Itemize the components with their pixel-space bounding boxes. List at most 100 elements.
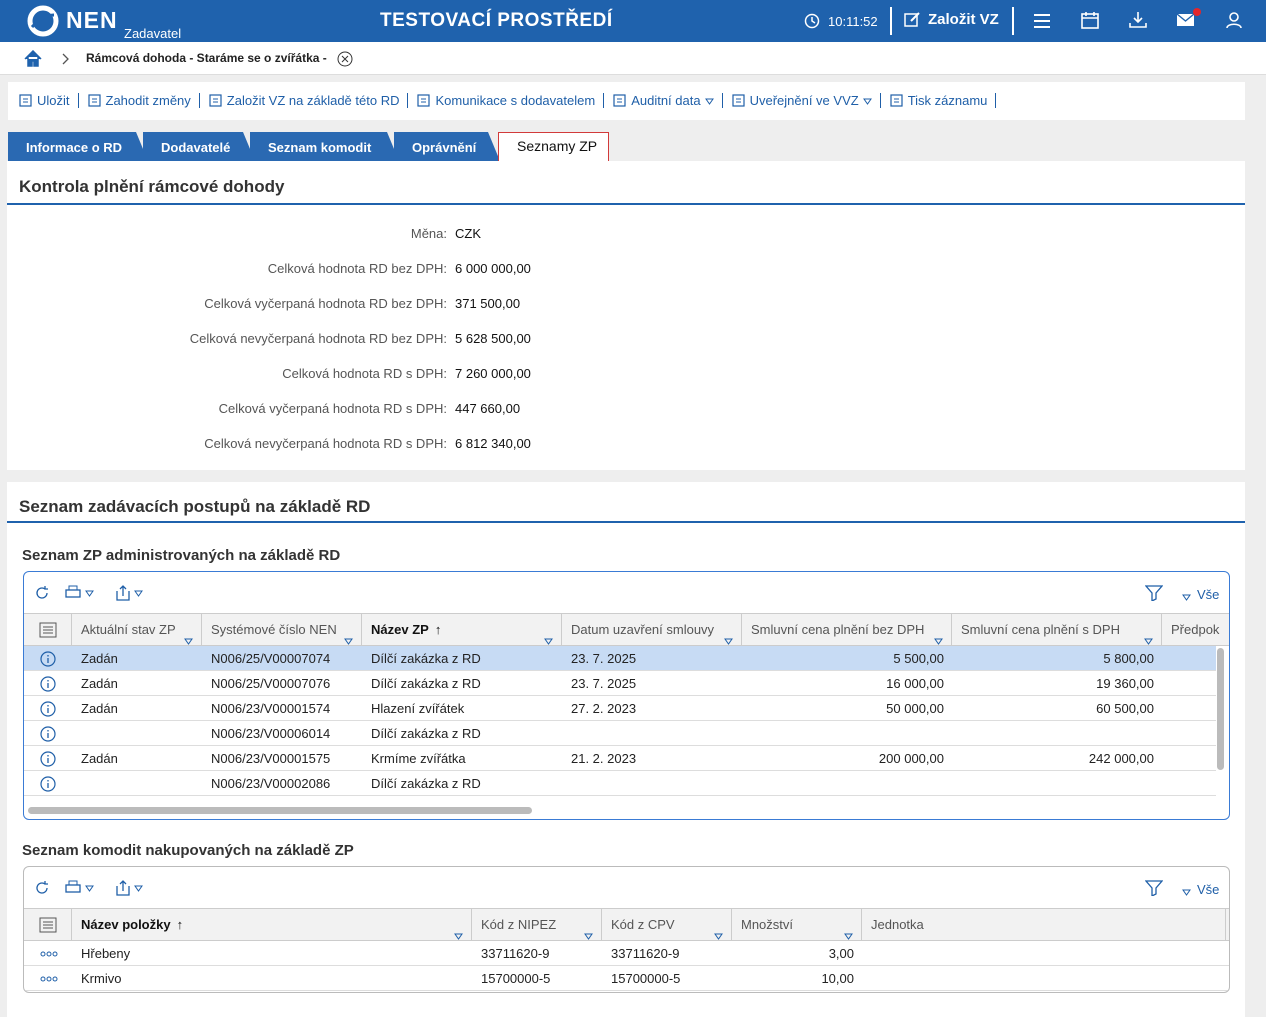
toolbar-icon <box>416 93 431 108</box>
tab[interactable]: Seznam komodit <box>250 132 399 161</box>
column-menu-svg <box>344 638 353 645</box>
column-menu <box>584 920 593 940</box>
column-header-label: Název ZP <box>371 622 429 637</box>
grid-cell: 60 500,00 <box>1096 701 1154 716</box>
toolbar-button[interactable]: Komunikace s dodavatelem <box>408 93 605 108</box>
grid-cell: 19 360,00 <box>1096 676 1154 691</box>
grid-cell: 16 000,00 <box>886 676 944 691</box>
column-header[interactable]: Aktuální stav ZP <box>72 614 202 645</box>
grid-row[interactable]: Zadán N006/25/V00007076 Dílčí zakázka z RD… <box>24 671 1216 696</box>
grid-row[interactable]: Krmivo 15700000-5 15700000-5 10,00 <box>24 966 1229 991</box>
tab[interactable]: Informace o RD <box>8 132 148 161</box>
column-header[interactable]: Smluvní cena plnění bez DPH <box>742 614 952 645</box>
filter-icon <box>1144 880 1164 899</box>
field-value: 7 260 000,00 <box>455 366 531 381</box>
print-icon-svg <box>65 880 94 893</box>
column-menu <box>184 625 193 645</box>
breadcrumb: Rámcová dohoda - Staráme se o zvířátka - <box>0 42 1266 75</box>
close-icon[interactable] <box>337 51 353 67</box>
tab[interactable]: Oprávnění <box>394 132 500 161</box>
grid-row[interactable]: Hřebeny 33711620-9 33711620-9 3,00 <box>24 941 1229 966</box>
field-value: 6 812 340,00 <box>455 436 531 451</box>
row-detail-icon-svg <box>40 651 56 667</box>
column-header[interactable]: Systémové číslo NEN <box>202 614 362 645</box>
field-value: 447 660,00 <box>455 401 521 416</box>
column-header[interactable]: Předpok <box>1162 614 1229 645</box>
field-label: Měna: <box>410 226 447 241</box>
column-settings-icon-svg <box>39 622 57 638</box>
toolbar-icon <box>889 93 904 108</box>
section-title: Seznam zadávacích postupů na základě RD <box>19 497 371 516</box>
filter-icon <box>1144 585 1164 604</box>
filter-dropdown-svg <box>1182 594 1191 601</box>
grid-cell: Zadán <box>81 676 118 691</box>
role: Zadavatel <box>124 26 182 41</box>
toolbar-label: Uložit <box>37 93 70 108</box>
column-header[interactable]: Název položky ↑ <box>72 909 472 940</box>
column-menu <box>724 625 733 645</box>
toolbar-button[interactable]: Založit VZ na základě této RD <box>200 93 409 108</box>
grid-row[interactable]: Zadán N006/23/V00001575 Krmíme zvířátka 21.… <box>24 746 1216 771</box>
grid-cell: 5 800,00 <box>1103 651 1154 666</box>
toolbar-icon <box>87 93 102 108</box>
column-header[interactable]: Název ZP ↑ <box>362 614 562 645</box>
column-header[interactable]: Smluvní cena plnění s DPH <box>952 614 1162 645</box>
grid-cell: N006/23/V00001574 <box>211 701 331 716</box>
column-header-label: Smluvní cena plnění s DPH <box>961 622 1120 637</box>
user-icon[interactable] <box>1225 11 1243 29</box>
row-detail-icon <box>40 776 56 795</box>
column-header-label: Datum uzavření smlouvy <box>571 622 715 637</box>
download-icon[interactable] <box>1129 11 1147 29</box>
grid-cell: Dílčí zakázka z RD <box>371 676 481 691</box>
toolbar-icon <box>731 93 746 108</box>
row-detail-icon-svg <box>40 676 56 692</box>
row-detail-icon-svg <box>40 976 58 982</box>
column-header[interactable]: Jednotka <box>862 909 1226 940</box>
toolbar-button[interactable]: Uveřejnění ve VVZ <box>723 93 881 108</box>
toolbar-label: Založit VZ na základě této RD <box>226 93 400 108</box>
column-header[interactable]: Kód z CPV <box>602 909 732 940</box>
filter-label[interactable]: Vše <box>1197 882 1220 897</box>
column-settings-icon <box>39 917 57 936</box>
sort-icon: ↑ <box>176 917 184 932</box>
grid-row[interactable]: N006/23/V00002086 Dílčí zakázka z RD <box>24 771 1216 796</box>
column-header[interactable]: Množství <box>732 909 862 940</box>
column-header[interactable]: Kód z NIPEZ <box>472 909 602 940</box>
field-label: Celková vyčerpaná hodnota RD s DPH: <box>218 401 447 416</box>
grid-row[interactable]: Zadán N006/25/V00007074 Dílčí zakázka z RD… <box>24 646 1216 671</box>
toolbar-button[interactable]: Zahodit změny <box>79 93 200 108</box>
field-label: Celková hodnota RD s DPH: <box>282 366 447 381</box>
chevron <box>62 53 69 65</box>
refresh-icon <box>34 585 50 604</box>
grid-header: Název položky ↑ Kód z NIPEZ Kód z CPV Množst… <box>24 908 1229 941</box>
row-detail-icon-svg <box>40 701 56 717</box>
print-icon <box>65 585 95 604</box>
grid-cell: 33711620-9 <box>481 946 550 961</box>
grid-row[interactable]: N006/23/V00006014 Dílčí zakázka z RD <box>24 721 1216 746</box>
toolbar-button[interactable]: Uložit <box>14 93 79 108</box>
create-vz-button[interactable]: Založit VZ <box>904 11 999 28</box>
menu-icon[interactable] <box>1033 12 1051 30</box>
tab[interactable]: Dodavatelé <box>143 132 255 161</box>
field-value: 5 628 500,00 <box>455 331 531 346</box>
grid-cell: 15700000-5 <box>481 971 551 986</box>
grid-cell: N006/25/V00007076 <box>211 676 331 691</box>
toolbar-icon-svg <box>890 94 903 107</box>
dropdown-icon <box>704 97 714 105</box>
toolbar-button[interactable]: Tisk záznamu <box>881 93 997 108</box>
grid-cell: N006/23/V00002086 <box>211 776 331 791</box>
filter-label[interactable]: Vše <box>1197 587 1220 602</box>
column-header-label: Název položky <box>81 917 171 932</box>
print-icon <box>65 880 95 899</box>
home-icon[interactable] <box>24 50 42 67</box>
column-header[interactable]: Datum uzavření smlouvy <box>562 614 742 645</box>
field-value: 371 500,00 <box>455 296 521 311</box>
grid-row[interactable]: Zadán N006/23/V00001574 Hlazení zvířátek 27… <box>24 696 1216 721</box>
mail-icon[interactable] <box>1176 8 1202 30</box>
row-detail-icon <box>40 971 58 990</box>
toolbar-button[interactable]: Auditní data <box>604 93 723 108</box>
field-value: 6 000 000,00 <box>455 261 531 276</box>
tab[interactable]: Seznamy ZP <box>498 132 609 161</box>
calendar-icon[interactable] <box>1081 11 1099 29</box>
